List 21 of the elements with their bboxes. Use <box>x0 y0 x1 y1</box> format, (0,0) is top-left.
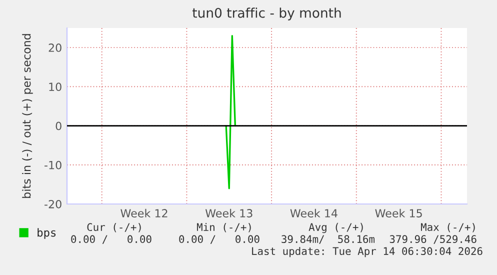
text: Avg (-/+) <box>308 222 363 234</box>
chart-title: tun0 traffic - by month <box>192 8 341 20</box>
text: Last update: Tue Apr 14 06:30:04 2026 <box>252 246 482 258</box>
x-tick-label: Week 14 <box>290 208 338 218</box>
x-tick-label: Week 13 <box>205 208 252 218</box>
text: Cur (-/+) <box>87 223 141 232</box>
legend-label: bps <box>38 228 56 239</box>
y-tick-label: -20 <box>44 200 62 208</box>
text: 379.96 /529.46 <box>390 235 476 244</box>
text: Max (-/+) <box>420 223 475 232</box>
y-tick-label: 10 <box>49 82 62 92</box>
x-tick-label: Week 15 <box>375 208 422 218</box>
y-tick-label: 0 <box>56 122 62 130</box>
text: 39.84m/ 58.16m <box>282 235 375 244</box>
y-axis-title: bits in (-) / out (+) per second <box>22 34 33 198</box>
text: 0.00 / 0.00 <box>71 235 152 244</box>
x-tick-label: Week 12 <box>120 208 168 218</box>
y-tick-label: 20 <box>48 44 62 52</box>
text: Min (-/+) <box>196 222 251 232</box>
y-tick-label: -10 <box>44 160 62 170</box>
text: 0.00 / 0.00 <box>179 235 260 244</box>
